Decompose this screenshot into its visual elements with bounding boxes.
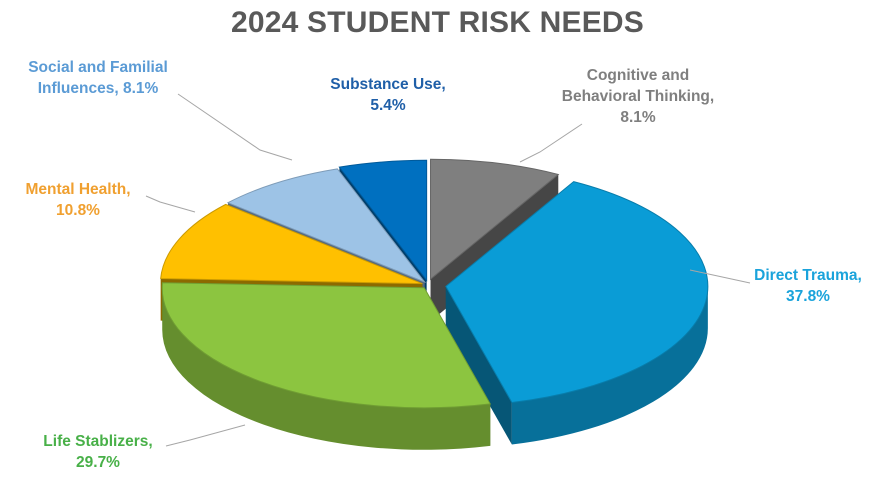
data-label-line: Direct Trauma, xyxy=(754,267,862,284)
leader-line-mental-health xyxy=(145,195,196,213)
slice-social-and-familial-influences xyxy=(226,168,427,284)
data-label-line: Behavioral Thinking, xyxy=(562,88,714,105)
data-label-mental-health: Mental Health, 10.8% xyxy=(25,181,130,219)
data-label-line: Life Stablizers, xyxy=(43,433,152,450)
slice-direct-trauma xyxy=(445,181,709,404)
data-label-line: 8.1% xyxy=(620,109,656,126)
leader-line-life-stablizers xyxy=(165,424,246,447)
data-label-line: Substance Use, xyxy=(330,76,445,93)
data-label-line: 29.7% xyxy=(76,454,120,471)
data-label-line: 10.8% xyxy=(56,202,100,219)
data-label-life-stablizers: Life Stablizers, 29.7% xyxy=(43,433,152,471)
slice-outer-side xyxy=(162,287,491,450)
data-label-line: Mental Health, xyxy=(25,181,130,198)
slice-mental-health xyxy=(160,203,423,285)
data-label-social-and-familial-influences: Social and Familial Influences, 8.1% xyxy=(28,59,168,97)
data-label-line: Social and Familial xyxy=(28,59,168,76)
data-label-line: Influences, 8.1% xyxy=(38,80,159,97)
slice-wall xyxy=(445,286,512,445)
data-label-line: 5.4% xyxy=(370,97,406,114)
slice-substance-use xyxy=(338,159,428,282)
data-label-line: Cognitive and xyxy=(587,67,689,84)
leader-line-social-and-familial-influences xyxy=(177,93,293,161)
data-label-direct-trauma: Direct Trauma, 37.8% xyxy=(754,267,862,305)
slice-life-stablizers xyxy=(161,282,492,409)
data-label-line: 37.8% xyxy=(786,288,830,305)
chart-title: 2024 STUDENT RISK NEEDS xyxy=(230,6,645,39)
data-label-substance-use: Substance Use, 5.4% xyxy=(330,76,445,114)
slice-cognitive-and-behavioral-thinking xyxy=(430,158,560,281)
data-label-cognitive-and-behavioral-thinking: Cognitive and Behavioral Thinking, 8.1% xyxy=(562,67,714,126)
slice-outer-side xyxy=(511,286,708,445)
leader-line-direct-trauma xyxy=(689,269,751,284)
leader-line-cognitive-and-behavioral-thinking xyxy=(519,123,583,163)
